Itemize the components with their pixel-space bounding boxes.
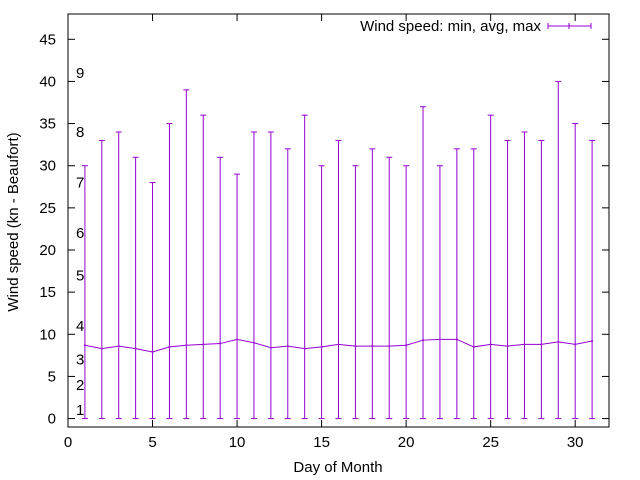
average-point: [269, 346, 272, 349]
average-point: [523, 343, 526, 346]
x-tick-label: 5: [148, 434, 156, 451]
average-point: [236, 338, 239, 341]
average-point: [422, 339, 425, 342]
beaufort-label: 1: [76, 402, 84, 419]
average-point: [337, 343, 340, 346]
average-point: [83, 344, 86, 347]
average-point: [100, 347, 103, 350]
average-point: [168, 345, 171, 348]
x-axis-ticks: 0 5 10 15 20 25 30: [64, 14, 584, 451]
beaufort-label: 4: [76, 318, 84, 335]
average-point: [557, 340, 560, 343]
x-tick-label: 25: [482, 434, 499, 451]
y-tick-label: 20: [39, 242, 56, 259]
x-tick-label: 15: [313, 434, 330, 451]
y-tick-label: 0: [48, 411, 56, 428]
y-tick-label: 10: [39, 326, 56, 343]
average-point: [574, 343, 577, 346]
legend-label: Wind speed: min, avg, max: [360, 18, 541, 35]
legend: Wind speed: min, avg, max: [360, 18, 592, 35]
average-point: [388, 345, 391, 348]
average-point: [438, 338, 441, 341]
x-axis-title: Day of Month: [293, 459, 382, 476]
average-point: [134, 347, 137, 350]
x-tick-label: 10: [229, 434, 246, 451]
plot-frame: [67, 13, 610, 428]
average-point: [405, 344, 408, 347]
beaufort-label: 2: [76, 377, 84, 394]
y-axis-title: Wind speed (kn - Beaufort): [5, 132, 22, 311]
average-point: [354, 345, 357, 348]
average-point: [151, 350, 154, 353]
average-point: [540, 343, 543, 346]
plot-border: [67, 13, 610, 428]
y-tick-label: 40: [39, 73, 56, 90]
beaufort-label: 7: [76, 175, 84, 192]
average-point: [320, 345, 323, 348]
average-point: [185, 344, 188, 347]
beaufort-label: 3: [76, 352, 84, 369]
x-tick-label: 30: [567, 434, 584, 451]
y-tick-label: 25: [39, 200, 56, 217]
average-point: [303, 347, 306, 350]
average-point: [252, 341, 255, 344]
average-point: [489, 343, 492, 346]
average-point: [506, 345, 509, 348]
average-point: [286, 345, 289, 348]
y-tick-label: 35: [39, 116, 56, 133]
average-line: [83, 338, 594, 353]
x-tick-label: 0: [64, 434, 72, 451]
average-point: [219, 342, 222, 345]
y-tick-label: 5: [48, 368, 56, 385]
errorbar-series: [81, 80, 596, 420]
beaufort-scale-labels: 1 2 3 4 5 6 7 8 9: [76, 65, 84, 419]
beaufort-label: 9: [76, 65, 84, 82]
average-point: [371, 345, 374, 348]
y-tick-label: 15: [39, 284, 56, 301]
beaufort-label: 6: [76, 225, 84, 242]
average-point: [202, 343, 205, 346]
y-tick-label: 30: [39, 158, 56, 175]
average-point: [455, 338, 458, 341]
y-tick-label: 45: [39, 31, 56, 48]
average-point: [472, 345, 475, 348]
x-tick-label: 20: [398, 434, 415, 451]
beaufort-label: 5: [76, 267, 84, 284]
average-point: [117, 345, 120, 348]
beaufort-label: 8: [76, 124, 84, 141]
average-point: [591, 340, 594, 343]
